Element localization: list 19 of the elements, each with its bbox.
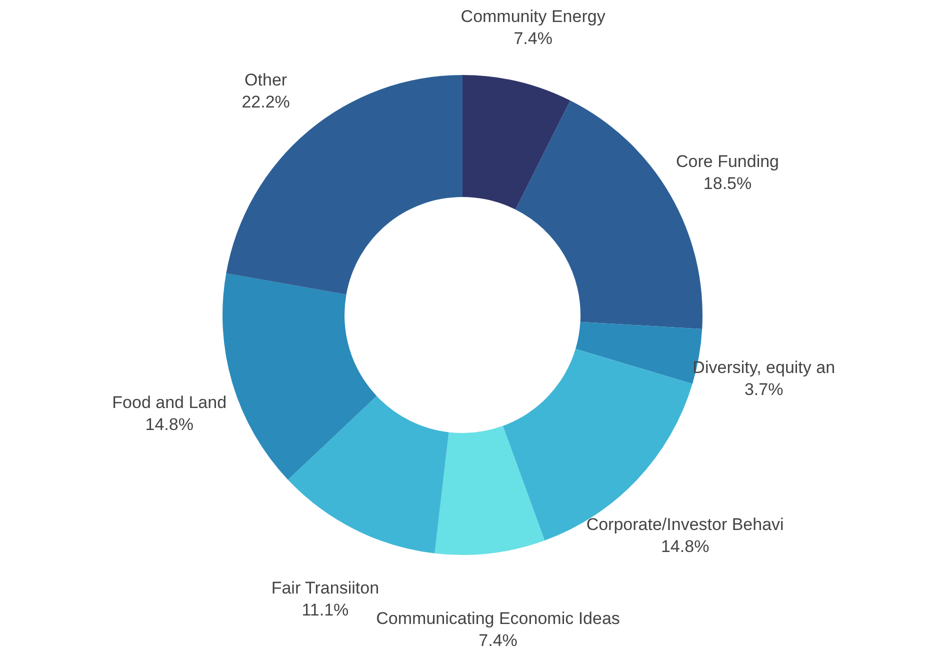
data-label: 11.1% bbox=[302, 600, 349, 620]
slice-label: Corporate/Investor Behavi bbox=[586, 514, 784, 534]
donut-slice bbox=[226, 75, 462, 295]
data-label: 14.8% bbox=[145, 414, 194, 434]
data-label: 18.5% bbox=[703, 174, 752, 193]
data-label: 7.4% bbox=[514, 29, 552, 48]
data-label: 3.7% bbox=[744, 380, 784, 400]
slice-label: Communicating Economic Ideas bbox=[376, 608, 620, 628]
donut-slice bbox=[462, 75, 570, 210]
slice-label: Fair Transiiton bbox=[271, 578, 380, 598]
donut-slice bbox=[288, 396, 449, 554]
data-label: 22.2% bbox=[242, 92, 290, 112]
data-label: 7.4% bbox=[478, 630, 518, 650]
slice-label: Food and Land bbox=[112, 392, 227, 412]
slice-label: Community Energy bbox=[460, 7, 606, 26]
data-label: 14.8% bbox=[660, 536, 710, 556]
donut-slice bbox=[434, 426, 545, 555]
slice-label: Core Funding bbox=[676, 152, 780, 171]
slice-label: Other bbox=[244, 70, 288, 90]
